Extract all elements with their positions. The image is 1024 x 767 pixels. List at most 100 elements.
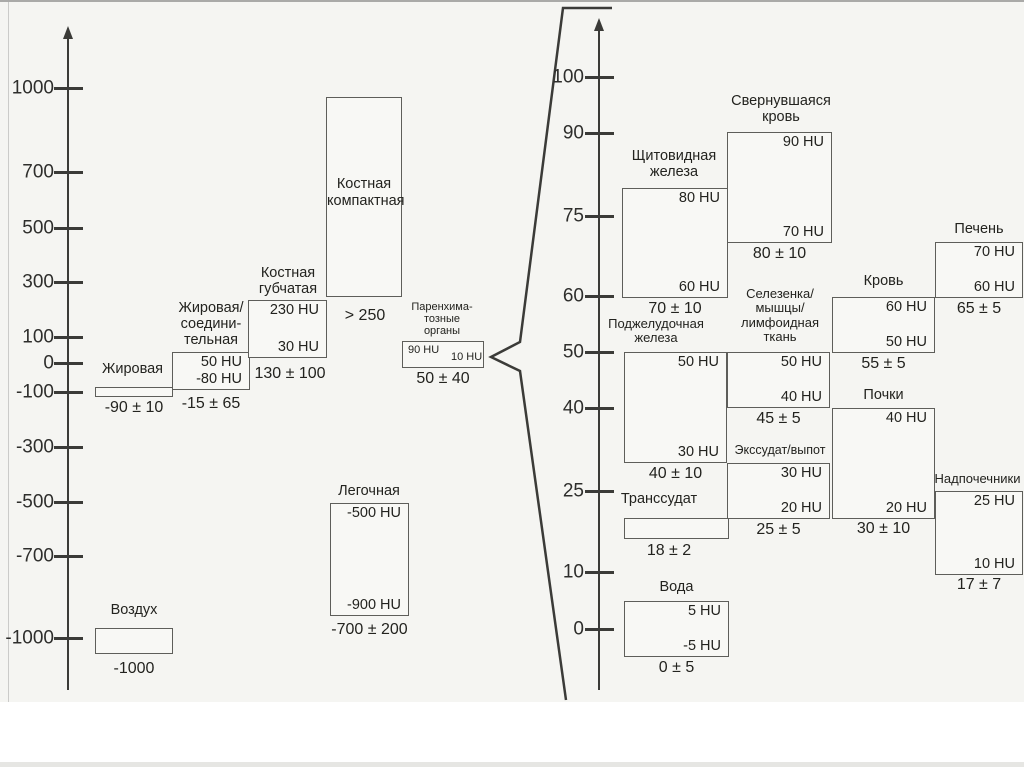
tissue-compact-bone-mean: > 250	[344, 307, 386, 324]
tissue-adrenals-label: Надпочечники	[934, 471, 1021, 486]
left-axis-tick	[54, 336, 83, 339]
left-axis-tick-label: -1000	[5, 627, 54, 649]
tissue-parenchymal-mean: 50 ± 40	[416, 370, 470, 387]
left-axis-tick	[54, 87, 83, 90]
left-axis-tick	[54, 391, 83, 394]
tissue-fat-label: Жировая	[101, 361, 164, 377]
tissue-liver-top-value: 70 HU	[973, 244, 1015, 260]
tissue-pancreas-label: Поджелудочная железа	[608, 316, 704, 346]
tissue-liver-box: 70 HU 60 HU	[935, 242, 1023, 298]
left-axis-tick	[54, 171, 83, 174]
right-axis-tick	[585, 407, 614, 410]
tissue-parenchymal-right-value: 10 HU	[451, 351, 483, 363]
tissue-kidneys-label: Почки	[863, 387, 904, 403]
tissue-spongy-bone-box: 230 HU 30 HU	[248, 300, 327, 358]
tissue-water-top-value: 5 HU	[687, 603, 721, 619]
tissue-clotted-blood-label: Свернувшаяся кровь	[731, 93, 831, 125]
right-axis-tick	[585, 490, 614, 493]
left-axis-tick	[54, 446, 83, 449]
frame-left-line	[8, 2, 9, 702]
tissue-blood-bottom-value: 50 HU	[885, 333, 927, 350]
tissue-adrenals-top-value: 25 HU	[973, 493, 1015, 509]
tissue-exudate-box: 30 HU 20 HU	[727, 463, 830, 519]
tissue-lung-top-value: -500 HU	[347, 505, 401, 521]
left-axis-tick-label: 700	[22, 161, 54, 183]
right-axis-tick-label: 90	[562, 122, 584, 144]
tissue-fat-mean: -90 ± 10	[104, 399, 164, 416]
tissue-transudate-box	[624, 518, 729, 539]
tissue-air-mean: -1000	[113, 660, 155, 677]
right-axis-line	[598, 30, 600, 690]
tissue-blood-label: Кровь	[863, 273, 904, 289]
left-axis-tick-label: 100	[22, 326, 54, 348]
right-axis-tick-label: 100	[552, 66, 584, 88]
tissue-thyroid-box: 80 HU 60 HU	[622, 188, 728, 298]
right-axis-tick-label: 10	[562, 561, 584, 583]
left-axis-tick	[54, 555, 83, 558]
tissue-water-label: Вода	[659, 579, 694, 595]
tissue-blood-box: 60 HU 50 HU	[832, 297, 935, 353]
tissue-water-bottom-value: -5 HU	[683, 637, 721, 654]
tissue-adrenals-mean: 17 ± 7	[956, 576, 1002, 593]
right-axis-tick	[585, 571, 614, 574]
tissue-liver-bottom-value: 60 HU	[973, 278, 1015, 295]
left-axis-tick	[54, 281, 83, 284]
tissue-clotted-blood-mean: 80 ± 10	[752, 245, 807, 262]
left-axis-tick-label: -700	[15, 545, 54, 567]
left-axis-arrow-icon	[63, 26, 73, 39]
tissue-fat-connective-top-value: 50 HU	[200, 354, 242, 370]
tissue-spongy-bone-bottom-value: 30 HU	[277, 338, 319, 355]
frame-top-line	[0, 0, 1024, 2]
tissue-adrenals-bottom-value: 10 HU	[973, 555, 1015, 572]
tissue-adrenals-box: 25 HU 10 HU	[935, 491, 1023, 575]
tissue-pancreas-top-value: 50 HU	[677, 354, 719, 370]
right-axis-tick-label: 25	[562, 480, 584, 502]
tissue-exudate-label: Экссудат/выпот	[734, 443, 826, 457]
tissue-water-box: 5 HU -5 HU	[624, 601, 729, 657]
left-axis-tick-label: -500	[15, 491, 54, 513]
tissue-lung-mean: -700 ± 200	[331, 621, 408, 638]
tissue-lung-label: Легочная	[338, 483, 400, 499]
tissue-spongy-bone-top-value: 230 HU	[269, 302, 319, 318]
tissue-kidneys-box: 40 HU 20 HU	[832, 408, 935, 519]
right-axis-tick	[585, 351, 614, 354]
tissue-spleen-muscle-bottom-value: 40 HU	[780, 388, 822, 405]
right-axis-tick	[585, 76, 614, 79]
tissue-pancreas-mean: 40 ± 10	[648, 465, 703, 482]
left-axis-tick	[54, 362, 83, 365]
tissue-thyroid-bottom-value: 60 HU	[678, 278, 720, 295]
tissue-kidneys-bottom-value: 20 HU	[885, 499, 927, 516]
left-axis-tick	[54, 637, 83, 640]
left-axis-tick-label: 1000	[11, 77, 54, 99]
tissue-compact-bone-label: Костная компактная	[327, 176, 405, 209]
tissue-fat-connective-label: Жировая/ соедини- тельная	[178, 300, 244, 348]
frame-bottom-strip	[0, 762, 1024, 767]
tissue-fat-box	[95, 387, 173, 397]
tissue-blood-mean: 55 ± 5	[861, 355, 906, 372]
right-axis-tick-label: 75	[562, 205, 584, 227]
tissue-parenchymal-left-value: 90 HU	[408, 344, 440, 356]
tissue-fat-connective-mean: -15 ± 65	[181, 395, 241, 412]
tissue-air-label: Воздух	[110, 602, 158, 618]
left-axis-tick-label: -300	[15, 436, 54, 458]
left-axis-tick	[54, 501, 83, 504]
tissue-clotted-blood-top-value: 90 HU	[782, 134, 824, 150]
tissue-spongy-bone-mean: 130 ± 100	[254, 365, 326, 382]
tissue-compact-bone-box: Костная компактная	[326, 97, 405, 297]
tissue-air-box	[95, 628, 173, 654]
left-axis-tick-label: 0	[43, 352, 54, 374]
tissue-thyroid-mean: 70 ± 10	[648, 300, 702, 317]
right-axis-tick	[585, 295, 614, 298]
tissue-pancreas-box: 50 HU 30 HU	[624, 352, 727, 463]
right-axis-arrow-icon	[594, 18, 604, 31]
tissue-lung-box: -500 HU -900 HU	[330, 503, 409, 616]
tissue-fat-connective-box: 50 HU -80 HU	[172, 352, 250, 390]
tissue-thyroid-label: Щитовидная железа	[631, 148, 717, 180]
tissue-liver-label: Печень	[954, 221, 1004, 237]
tissue-blood-top-value: 60 HU	[885, 299, 927, 315]
tissue-exudate-bottom-value: 20 HU	[780, 499, 822, 516]
right-axis-tick-label: 0	[573, 618, 584, 640]
tissue-lung-bottom-value: -900 HU	[347, 596, 401, 613]
tissue-kidneys-mean: 30 ± 10	[856, 520, 911, 537]
